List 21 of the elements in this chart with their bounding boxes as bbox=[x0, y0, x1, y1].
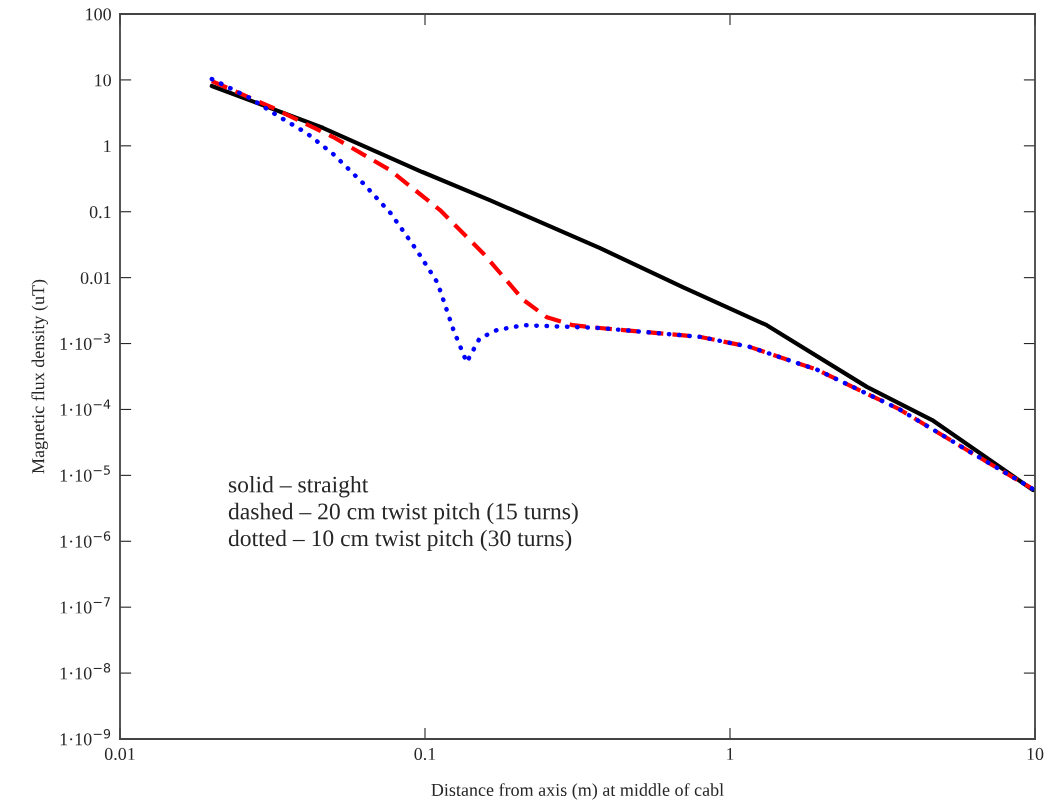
y-tick-label: 0.1 bbox=[89, 205, 111, 219]
y-tick-label: 1·10$^{−9}$ bbox=[60, 728, 111, 746]
y-tick-label: 1·10$^{−6}$ bbox=[60, 531, 111, 548]
annotation: solid – straight bbox=[228, 475, 369, 498]
y-tick-label: 1·10$^{−8}$ bbox=[60, 663, 111, 680]
y-tick-label: 1·10$^{−4}$ bbox=[60, 399, 111, 416]
x-tick-label: 0.01 bbox=[104, 747, 135, 761]
x-tick-label: 10 bbox=[1027, 747, 1044, 761]
x-axis-title: Distance from axis (m) at middle of cabl bbox=[431, 783, 724, 800]
y-tick-label: 1·10$^{−3}$ bbox=[60, 333, 111, 350]
y-tick-label: 100 bbox=[86, 8, 111, 21]
x-tick-label: 1 bbox=[727, 747, 734, 760]
y-tick-label: 1·10$^{−7}$ bbox=[60, 597, 110, 614]
y-tick-label: 1 bbox=[104, 140, 111, 153]
y-tick-label: 0.01 bbox=[80, 271, 111, 285]
y-tick-label: 10 bbox=[95, 74, 111, 87]
x-tick-label: 0.1 bbox=[414, 747, 436, 761]
annotation: dotted – 10 cm twist pitch (30 turns) bbox=[228, 529, 572, 552]
y-tick-label: 1·10$^{−5}$ bbox=[60, 465, 110, 482]
annotation: dashed – 20 cm twist pitch (15 turns) bbox=[228, 502, 578, 525]
y-axis-title: Magnetic flux density (uT) bbox=[31, 279, 49, 474]
